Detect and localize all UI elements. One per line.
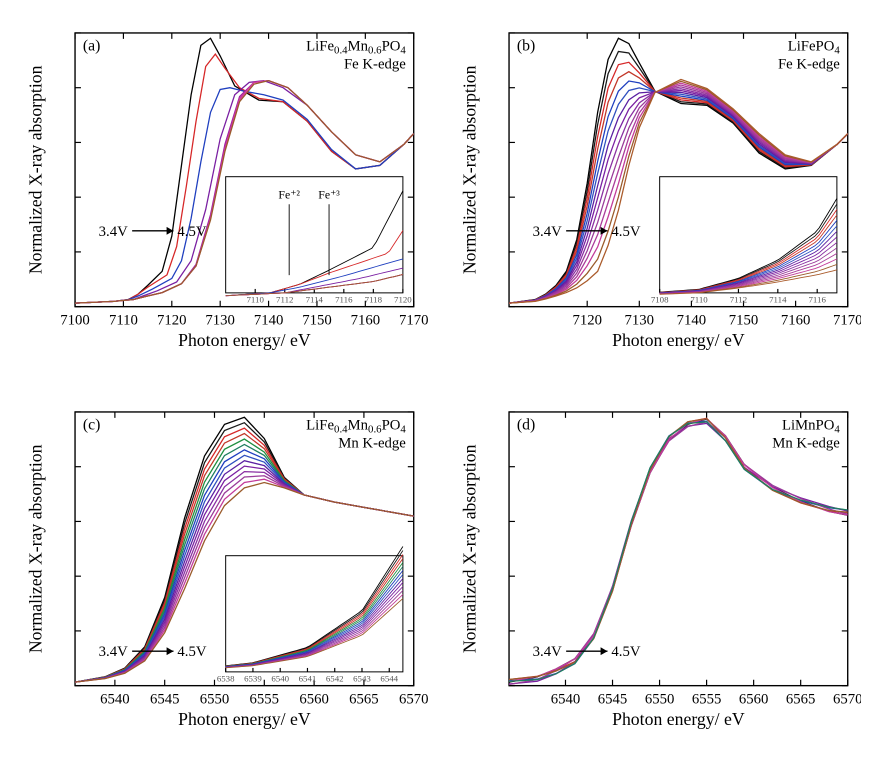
svg-text:6555: 6555 bbox=[691, 691, 721, 707]
svg-text:7160: 7160 bbox=[351, 312, 381, 328]
svg-text:6539: 6539 bbox=[244, 674, 262, 684]
edge-label: Fe K-edge bbox=[344, 56, 406, 72]
svg-text:6544: 6544 bbox=[380, 674, 398, 684]
x-axis-label: Photon energy/ eV bbox=[612, 709, 745, 729]
svg-text:6555: 6555 bbox=[250, 691, 280, 707]
svg-text:7170: 7170 bbox=[399, 312, 428, 328]
svg-text:6550: 6550 bbox=[644, 691, 674, 707]
svg-text:6545: 6545 bbox=[150, 691, 179, 707]
y-axis-label: Normalized X-ray absorption bbox=[26, 444, 46, 653]
svg-text:7110: 7110 bbox=[690, 295, 708, 305]
svg-text:Fe⁺³: Fe⁺³ bbox=[318, 187, 340, 201]
svg-text:7130: 7130 bbox=[624, 312, 654, 328]
voltage-from: 3.4V bbox=[532, 644, 561, 660]
svg-text:6541: 6541 bbox=[299, 674, 317, 684]
svg-text:7118: 7118 bbox=[365, 295, 383, 305]
panel-id: (c) bbox=[83, 417, 100, 434]
x-axis-label: Photon energy/ eV bbox=[178, 709, 311, 729]
voltage-to: 4.5V bbox=[611, 644, 640, 660]
svg-text:7114: 7114 bbox=[769, 295, 787, 305]
panel-b: 7120 7130 7140 7150 7160 7170 Photon energy/ e… bbox=[448, 12, 862, 367]
y-axis-label: Normalized X-ray absorption bbox=[459, 444, 479, 653]
panel-id: (b) bbox=[516, 38, 534, 55]
panel-id: (d) bbox=[516, 417, 534, 434]
panel-a: 7100 7110 7120 7130 7140 7150 7160 7170 Photon e… bbox=[14, 12, 428, 367]
sample-label: LiFe0.4Mn0.6PO4 bbox=[306, 418, 406, 436]
svg-text:6565: 6565 bbox=[785, 691, 814, 707]
svg-text:6540: 6540 bbox=[271, 674, 289, 684]
svg-text:6545: 6545 bbox=[597, 691, 627, 707]
svg-text:7140: 7140 bbox=[676, 312, 706, 328]
svg-text:6560: 6560 bbox=[299, 691, 329, 707]
svg-text:7130: 7130 bbox=[205, 312, 235, 328]
voltage-to: 4.5V bbox=[611, 224, 640, 240]
sample-label: LiFe0.4Mn0.6PO4 bbox=[306, 39, 406, 57]
svg-text:7114: 7114 bbox=[306, 295, 324, 305]
svg-text:6565: 6565 bbox=[349, 691, 379, 707]
x-axis-label: Photon energy/ eV bbox=[178, 330, 311, 350]
voltage-to: 4.5V bbox=[177, 644, 206, 660]
svg-text:6560: 6560 bbox=[738, 691, 768, 707]
svg-text:Fe⁺²: Fe⁺² bbox=[278, 187, 300, 201]
voltage-from: 3.4V bbox=[99, 224, 128, 240]
svg-text:7112: 7112 bbox=[276, 295, 293, 305]
edge-label: Mn K-edge bbox=[772, 435, 840, 451]
svg-text:7108: 7108 bbox=[650, 295, 668, 305]
x-axis-label: Photon energy/ eV bbox=[612, 330, 745, 350]
svg-text:6540: 6540 bbox=[550, 691, 580, 707]
panel-d: 6540 6545 6550 6555 6560 6565 6570 Photon energ… bbox=[448, 391, 862, 746]
svg-text:7150: 7150 bbox=[728, 312, 757, 328]
sample-label: LiFePO4 bbox=[787, 39, 840, 57]
y-axis-label: Normalized X-ray absorption bbox=[26, 65, 46, 274]
svg-text:7110: 7110 bbox=[247, 295, 265, 305]
svg-text:7150: 7150 bbox=[302, 312, 332, 328]
panel-c: 6540 6545 6550 6555 6560 6565 6570 Photon energ… bbox=[14, 391, 428, 746]
panel-id: (a) bbox=[83, 38, 100, 55]
figure-grid: 7100 7110 7120 7130 7140 7150 7160 7170 Photon e… bbox=[0, 0, 875, 764]
svg-text:6570: 6570 bbox=[399, 691, 428, 707]
svg-text:7112: 7112 bbox=[729, 295, 746, 305]
svg-text:7116: 7116 bbox=[335, 295, 353, 305]
inset: 6538 6539 6540 6541 6542 6543 6544 bbox=[217, 547, 403, 684]
svg-text:7116: 7116 bbox=[808, 295, 826, 305]
chart-a: 7100 7110 7120 7130 7140 7150 7160 7170 Photon e… bbox=[14, 12, 428, 367]
voltage-from: 3.4V bbox=[532, 224, 561, 240]
svg-text:7100: 7100 bbox=[60, 312, 90, 328]
svg-text:6543: 6543 bbox=[353, 674, 371, 684]
edge-label: Fe K-edge bbox=[777, 56, 839, 72]
y-axis-label: Normalized X-ray absorption bbox=[459, 65, 479, 274]
svg-text:7110: 7110 bbox=[109, 312, 138, 328]
svg-text:6538: 6538 bbox=[217, 674, 235, 684]
svg-text:7120: 7120 bbox=[394, 295, 412, 305]
voltage-from: 3.4V bbox=[99, 644, 128, 660]
svg-text:7120: 7120 bbox=[157, 312, 186, 328]
chart-d: 6540 6545 6550 6555 6560 6565 6570 Photon energ… bbox=[448, 391, 862, 746]
edge-label: Mn K-edge bbox=[338, 435, 406, 451]
svg-text:7160: 7160 bbox=[780, 312, 810, 328]
inset: 7108 7110 7112 7114 7116 bbox=[650, 177, 836, 305]
svg-text:6542: 6542 bbox=[326, 674, 344, 684]
svg-text:6540: 6540 bbox=[100, 691, 130, 707]
svg-text:6570: 6570 bbox=[832, 691, 861, 707]
sample-label: LiMnPO4 bbox=[781, 418, 839, 436]
svg-text:6550: 6550 bbox=[200, 691, 230, 707]
svg-text:7140: 7140 bbox=[254, 312, 284, 328]
svg-text:7120: 7120 bbox=[572, 312, 602, 328]
voltage-to: 4.5V bbox=[177, 224, 206, 240]
inset: 7110 7112 7114 7116 7118 7120 Fe⁺² Fe⁺³ bbox=[226, 177, 413, 305]
chart-c: 6540 6545 6550 6555 6560 6565 6570 Photon energ… bbox=[14, 391, 428, 746]
svg-text:7170: 7170 bbox=[832, 312, 861, 328]
chart-b: 7120 7130 7140 7150 7160 7170 Photon energy/ e… bbox=[448, 12, 862, 367]
